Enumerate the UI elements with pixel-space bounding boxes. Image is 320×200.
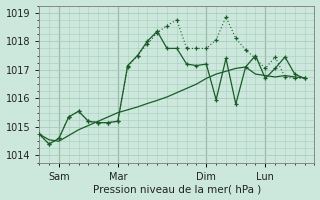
X-axis label: Pression niveau de la mer( hPa ): Pression niveau de la mer( hPa ) xyxy=(93,184,261,194)
